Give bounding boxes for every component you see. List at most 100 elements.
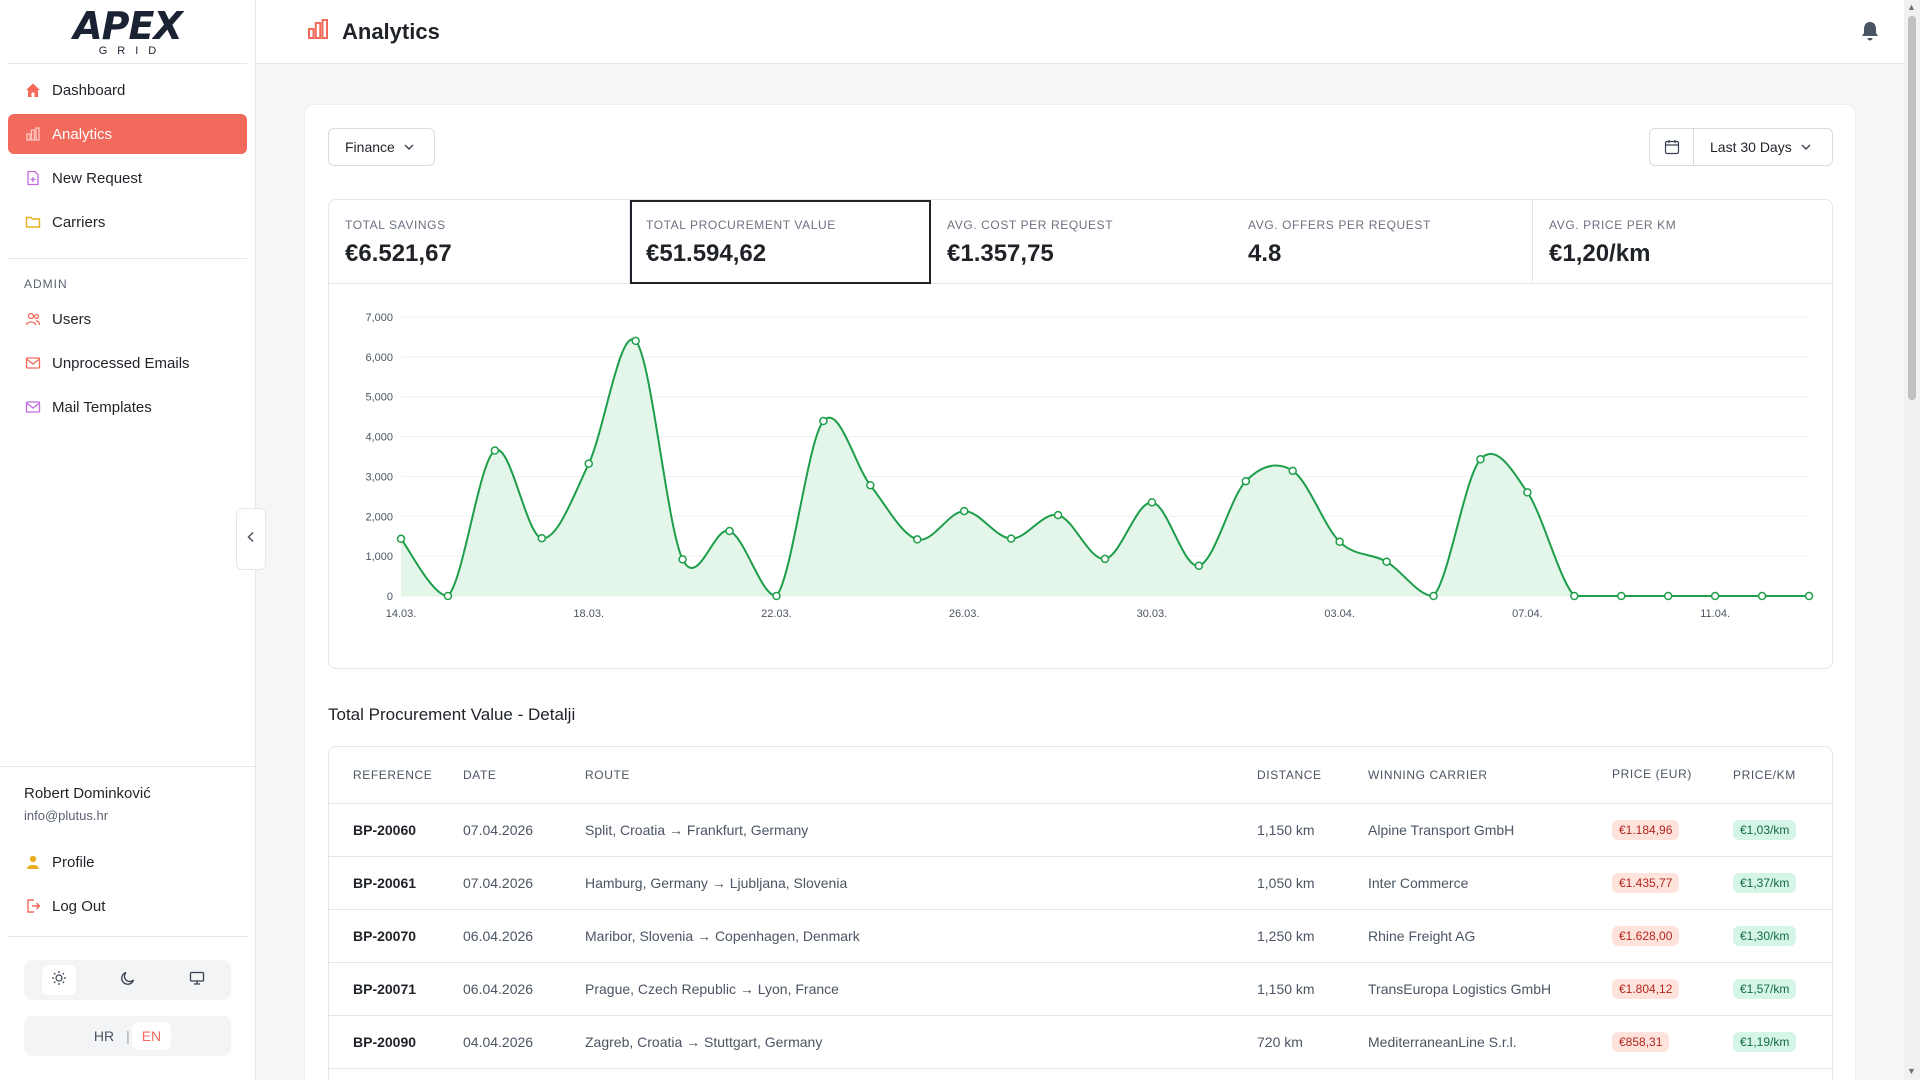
kpi-total-procurement-value[interactable]: TOTAL PROCUREMENT VALUE €51.594,62 xyxy=(630,200,931,284)
x-tick-label: 30.03. xyxy=(1137,608,1168,620)
data-point xyxy=(1335,537,1344,547)
data-point xyxy=(537,533,547,543)
lang-separator: | xyxy=(126,1028,130,1044)
y-tick-label: 3,000 xyxy=(365,471,393,483)
table-header-row: REFERENCE DATE ROUTE DISTANCE WINNING CA… xyxy=(329,747,1832,804)
data-point xyxy=(396,534,406,544)
kpi-avg-price-per-km[interactable]: AVG. PRICE PER KM €1,20/km xyxy=(1533,200,1832,284)
data-point xyxy=(1382,557,1391,566)
y-tick-label: 4,000 xyxy=(365,432,393,444)
data-point xyxy=(1053,510,1063,520)
home-icon xyxy=(24,81,42,99)
lang-en-button[interactable]: EN xyxy=(131,1022,172,1050)
scrollbar-thumb[interactable] xyxy=(1908,16,1916,400)
data-point xyxy=(678,555,687,564)
language-toggle: HR | EN xyxy=(24,1016,231,1056)
scroll-down-icon[interactable]: ▼ xyxy=(1907,1066,1916,1076)
cell-route: Split, Croatia → Frankfurt, Germany xyxy=(573,803,1245,857)
calendar-icon xyxy=(1650,129,1694,165)
date-range-dropdown[interactable]: Last 30 Days xyxy=(1649,128,1833,166)
collapse-sidebar-button[interactable] xyxy=(236,508,266,570)
kpi-value: €51.594,62 xyxy=(646,240,767,267)
user-icon xyxy=(24,853,42,871)
table-title: Total Procurement Value - Detalji xyxy=(328,705,576,724)
price-per-km-badge: €1,37/km xyxy=(1733,872,1797,893)
nav-item-unprocessed-emails[interactable]: Unprocessed Emails xyxy=(8,343,247,383)
kpi-total-savings[interactable]: TOTAL SAVINGS €6.521,67 xyxy=(329,200,630,284)
page-title: Analytics xyxy=(342,18,440,44)
nav-item-analytics[interactable]: Analytics xyxy=(8,114,247,154)
light-theme-button[interactable] xyxy=(41,965,76,995)
nav-item-users[interactable]: Users xyxy=(8,299,247,339)
data-point xyxy=(1476,455,1485,464)
price-per-km-badge: €1,30/km xyxy=(1733,925,1797,946)
nav-item-carriers[interactable]: Carriers xyxy=(8,202,247,242)
col-price[interactable]: PRICE (EUR) xyxy=(1600,747,1721,804)
table-row[interactable]: BP-20070 06.04.2026 Maribor, Slovenia → … xyxy=(329,909,1832,963)
x-tick-label: 14.03. xyxy=(386,608,417,620)
kpi-label: AVG. PRICE PER KM xyxy=(1549,218,1677,232)
col-route[interactable]: ROUTE xyxy=(573,747,1245,804)
nav-label: Unprocessed Emails xyxy=(52,354,190,372)
dark-theme-button[interactable] xyxy=(111,965,145,995)
data-point xyxy=(1288,466,1297,476)
col-distance[interactable]: DISTANCE xyxy=(1245,747,1356,804)
nav-item-mail-templates[interactable]: Mail Templates xyxy=(8,387,247,427)
y-tick-label: 5,000 xyxy=(365,392,393,404)
kpi-avg-offers-per-request[interactable]: AVG. OFFERS PER REQUEST 4.8 xyxy=(1232,200,1533,284)
price-per-km-badge: €1,19/km xyxy=(1733,1031,1797,1052)
notifications-bell-icon[interactable] xyxy=(1860,20,1880,47)
mail-template-icon xyxy=(24,398,42,416)
cell-route: Hamburg, Germany → Ljubljana, Slovenia xyxy=(573,856,1245,910)
category-dropdown[interactable]: Finance xyxy=(328,128,435,166)
monitor-icon xyxy=(189,970,205,991)
col-winning-carrier[interactable]: WINNING CARRIER xyxy=(1356,747,1600,804)
price-badge: €1.628,00 xyxy=(1612,925,1680,946)
data-point xyxy=(866,480,875,490)
admin-nav: Users Unprocessed Emails Mail Templates xyxy=(0,299,255,437)
page-scrollbar[interactable]: ▲ ▼ xyxy=(1904,0,1920,1080)
chevron-down-icon xyxy=(403,143,415,151)
kpi-label: AVG. OFFERS PER REQUEST xyxy=(1248,218,1431,232)
sidebar: APEX GRID Dashboard Analytics New Reques… xyxy=(0,0,256,1080)
nav-item-profile[interactable]: Profile xyxy=(8,842,248,882)
kpi-avg-cost-per-request[interactable]: AVG. COST PER REQUEST €1.357,75 xyxy=(931,200,1232,284)
price-per-km-badge: €1,03/km xyxy=(1733,819,1797,840)
cell-date: 07.04.2026 xyxy=(451,856,573,910)
nav-item-new-request[interactable]: New Request xyxy=(8,158,247,198)
table-row[interactable]: BP-20090 04.04.2026 Zagreb, Croatia → St… xyxy=(329,1015,1832,1069)
lang-hr-button[interactable]: HR xyxy=(93,1028,115,1044)
scroll-up-icon[interactable]: ▲ xyxy=(1907,2,1916,12)
price-badge: €1.435,77 xyxy=(1612,872,1680,893)
col-reference[interactable]: REFERENCE xyxy=(329,747,451,804)
cell-reference: BP-20070 xyxy=(329,909,451,963)
data-point xyxy=(631,336,640,346)
nav-label: Analytics xyxy=(52,125,113,143)
data-point xyxy=(819,416,828,426)
system-theme-button[interactable] xyxy=(180,965,214,995)
nav-label: Mail Templates xyxy=(52,398,152,416)
nav-item-dashboard[interactable]: Dashboard xyxy=(8,70,247,110)
data-point xyxy=(959,506,969,516)
cell-carrier: MediterraneanLine S.r.l. xyxy=(1356,1015,1600,1069)
brand-logo[interactable]: APEX GRID xyxy=(8,0,247,64)
col-price-per-km[interactable]: PRICE/KM xyxy=(1721,747,1832,804)
cell-price: €1.804,12 xyxy=(1600,962,1721,1016)
admin-section-label: ADMIN xyxy=(24,277,68,291)
table-row[interactable]: BP-20060 07.04.2026 Split, Croatia → Fra… xyxy=(329,803,1832,857)
table-row[interactable]: BP-20061 07.04.2026 Hamburg, Germany → L… xyxy=(329,856,1832,910)
nav-item-logout[interactable]: Log Out xyxy=(8,886,248,926)
cell-date: 06.04.2026 xyxy=(451,909,573,963)
date-range-selected: Last 30 Days xyxy=(1710,139,1792,155)
kpi-label: TOTAL PROCUREMENT VALUE xyxy=(646,218,836,232)
cell-distance: 1,150 km xyxy=(1245,803,1356,857)
account-divider xyxy=(8,936,248,937)
bar-chart-icon xyxy=(24,125,42,143)
cell-carrier: TransEuropa Logistics GmbH xyxy=(1356,962,1600,1016)
area-fill xyxy=(401,339,1809,596)
cell-distance: 1,050 km xyxy=(1245,856,1356,910)
col-date[interactable]: DATE xyxy=(451,747,573,804)
x-tick-label: 03.04. xyxy=(1324,608,1355,620)
table-row[interactable]: BP-20071 06.04.2026 Prague, Czech Republ… xyxy=(329,962,1832,1016)
cell-route: Prague, Czech Republic → Lyon, France xyxy=(573,962,1245,1016)
